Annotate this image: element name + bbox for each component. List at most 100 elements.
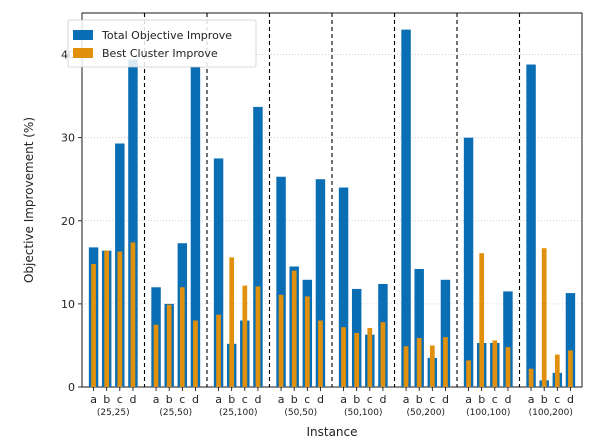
bar-best-cluster [304,296,310,387]
bar-total [503,291,513,387]
bar-best-cluster [291,270,297,387]
x-tick-label: b [416,393,423,406]
bar-best-cluster [403,346,409,387]
x-tick-label: a [278,393,285,406]
legend-swatch-total [73,30,93,40]
bar-total [338,187,349,387]
group-label: (100,200) [529,408,573,418]
legend: Total Objective Improve Best Cluster Imp… [67,19,257,68]
bar-best-cluster [104,250,110,387]
x-tick-label: b [541,393,548,406]
bar-best-cluster [416,337,422,387]
bar-total [440,279,451,387]
bar-best-cluster [380,322,386,387]
group-label: (50,100) [344,408,383,418]
bar-total [315,179,326,387]
x-tick-label: d [442,393,449,406]
y-tick-label: 20 [61,215,75,228]
bar-best-cluster [229,257,235,387]
y-tick-label: 0 [68,381,75,394]
bar-best-cluster [153,324,159,387]
bar-best-cluster [479,253,485,387]
bar-best-cluster [166,304,172,387]
bar-best-cluster [255,286,261,387]
x-tick-label: a [215,393,222,406]
bar-best-cluster [318,320,323,387]
group-label: (25,50) [159,408,192,418]
x-tick-label: a [528,393,535,406]
x-tick-label: d [567,393,574,406]
bar-best-cluster [492,340,498,387]
x-tick-label: c [429,393,435,406]
x-tick-label: a [340,393,347,406]
x-axis-title: Instance [306,425,357,439]
bar-total [128,59,138,387]
group-label: (100,100) [466,408,510,418]
bar-best-cluster [242,285,248,387]
x-tick-label: a [153,393,160,406]
x-tick-label: d [379,393,386,406]
bar-total [414,268,424,387]
bar-best-cluster [505,347,511,387]
bar-best-cluster [354,332,360,387]
bar-total [463,137,474,387]
x-axis: a b c d(25,25)a b c d(25,50)a b c d(25,100)a b c d(5… [90,387,574,418]
bar-total [253,106,263,387]
x-tick-label: c [117,393,123,406]
x-tick-label: b [478,393,485,406]
bar-best-cluster [193,320,198,387]
y-tick-label: 10 [61,298,75,311]
x-tick-label: a [403,393,410,406]
x-tick-label: d [192,393,199,406]
x-tick-label: a [90,393,97,406]
x-tick-label: d [504,393,511,406]
x-tick-label: a [465,393,472,406]
bar-total [526,64,536,387]
y-axis: 010203040 [61,49,82,394]
legend-label-best: Best Cluster Improve [102,47,218,60]
x-tick-label: d [317,393,324,406]
group-label: (50,200) [406,408,445,418]
group-label: (25,100) [219,408,258,418]
x-tick-label: b [353,393,360,406]
x-tick-label: c [367,393,373,406]
bar-best-cluster [278,294,284,387]
x-tick-label: c [179,393,185,406]
x-tick-label: d [254,393,261,406]
bars [88,29,576,388]
legend-label-total: Total Objective Improve [101,29,232,42]
bar-best-cluster [341,327,346,387]
legend-swatch-best [73,48,93,58]
bar-total [565,293,576,387]
bar-best-cluster [179,287,185,387]
bar-best-cluster [528,368,534,387]
bar-best-cluster [443,337,448,387]
bar-best-cluster [429,345,435,387]
bar-total [401,29,411,387]
x-tick-label: c [492,393,498,406]
legend-box [67,19,257,68]
y-tick-label: 30 [61,132,75,145]
bar-best-cluster [367,327,373,387]
x-tick-label: b [103,393,110,406]
bar-total [213,158,224,387]
group-label: (50,50) [284,408,317,418]
bar-total [276,176,286,387]
bar-best-cluster [554,354,560,387]
bar-best-cluster [568,350,573,387]
x-tick-label: c [242,393,248,406]
bar-best-cluster [91,263,96,387]
x-tick-label: b [228,393,235,406]
group-separators [143,13,521,387]
x-tick-label: b [291,393,298,406]
bar-best-cluster [117,251,123,387]
x-tick-label: c [304,393,310,406]
x-tick-label: b [166,393,173,406]
x-tick-label: d [129,393,136,406]
bar-best-cluster [130,242,136,387]
x-tick-label: c [554,393,560,406]
bar-best-cluster [466,360,471,387]
bar-total [190,67,201,388]
group-label: (25,25) [97,408,130,418]
